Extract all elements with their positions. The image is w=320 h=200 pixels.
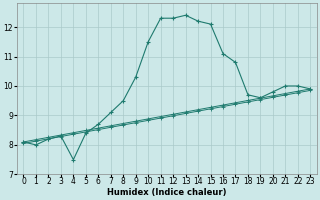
X-axis label: Humidex (Indice chaleur): Humidex (Indice chaleur) bbox=[107, 188, 227, 197]
